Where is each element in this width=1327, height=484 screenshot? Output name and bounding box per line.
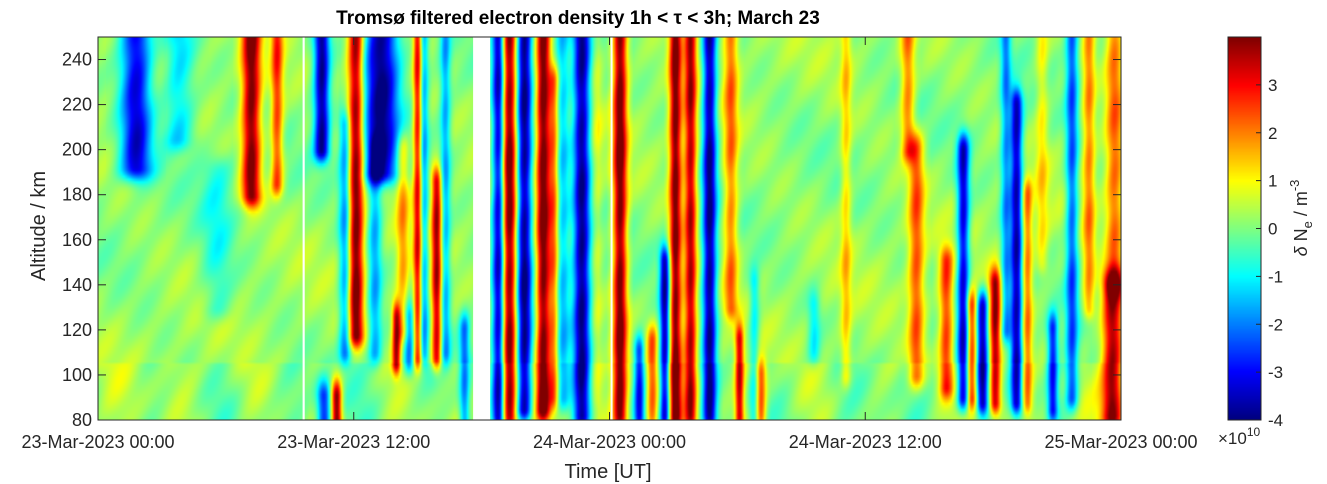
heatmap-image — [98, 37, 1121, 420]
y-tick-label: 100 — [62, 365, 92, 385]
colorbar-tick-label: -1 — [1268, 267, 1283, 286]
x-tick-label: 24-Mar-2023 00:00 — [533, 432, 686, 452]
x-axis-label: Time [UT] — [564, 461, 651, 483]
colorbar-gradient — [1228, 37, 1261, 420]
y-tick-label: 240 — [62, 50, 92, 70]
data-gap-1 — [473, 37, 491, 420]
colorbar-multiplier: ×1010 — [1218, 425, 1261, 448]
y-tick-label: 140 — [62, 275, 92, 295]
y-tick-label: 220 — [62, 95, 92, 115]
svg-text:δ Ne / m-3: δ Ne / m-3 — [1287, 180, 1315, 257]
colorbar-tick-label: -3 — [1268, 363, 1283, 382]
data-gap-0 — [302, 37, 305, 420]
colorbar-tick-label: 1 — [1268, 172, 1277, 191]
colorbar-tick-label: 3 — [1268, 76, 1277, 95]
y-tick-label: 180 — [62, 185, 92, 205]
colorbar-tick-label: -4 — [1268, 411, 1283, 430]
y-tick-label: 80 — [72, 410, 92, 430]
x-tick-label: 25-Mar-2023 00:00 — [1044, 432, 1197, 452]
x-axis: 23-Mar-2023 00:00 23-Mar-2023 12:00 24-Mar… — [21, 37, 1198, 452]
chart-title: Tromsø filtered electron density 1h < τ … — [336, 8, 820, 29]
y-tick-label: 200 — [62, 140, 92, 160]
x-tick-label: 23-Mar-2023 00:00 — [21, 432, 174, 452]
y-axis: 80 100 120 140 160 180 200 220 240 — [62, 50, 1121, 430]
x-tick-label: 23-Mar-2023 12:00 — [277, 432, 430, 452]
x-tick-label: 24-Mar-2023 12:00 — [789, 432, 942, 452]
data-gap-2 — [610, 37, 613, 420]
colorbar-tick-label: 0 — [1268, 220, 1277, 239]
svg-text:×1010: ×1010 — [1218, 425, 1261, 448]
colorbar-tick-label: -2 — [1268, 315, 1283, 334]
colorbar-label: δ Ne / m-3 — [1287, 180, 1315, 257]
plot-area — [97, 36, 1122, 421]
colorbar-tick-label: 2 — [1268, 124, 1277, 143]
y-tick-label: 160 — [62, 230, 92, 250]
colorbar: -4 -3 -2 -1 0 1 2 3 — [1227, 36, 1283, 430]
y-tick-label: 120 — [62, 320, 92, 340]
y-axis-label: Altitude / km — [28, 171, 50, 281]
